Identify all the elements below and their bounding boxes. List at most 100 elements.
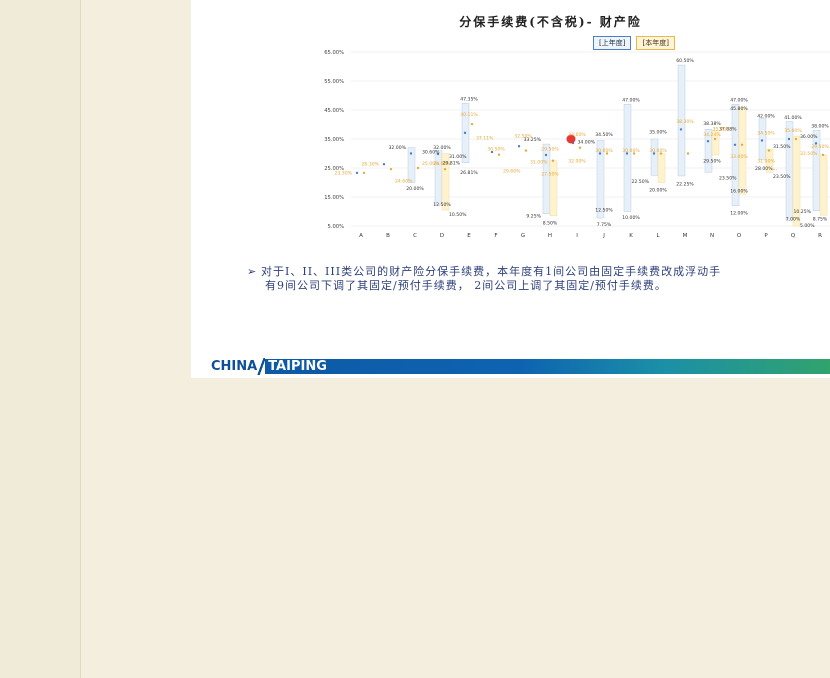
y-tick-label: 55.00% (324, 79, 344, 85)
data-label: 9.25% (526, 213, 541, 219)
data-label: 33.50% (800, 151, 818, 157)
data-label: 12.00% (730, 210, 748, 216)
current-year-point (794, 137, 798, 141)
data-label: 47.00% (730, 97, 748, 103)
data-label: 31.50% (773, 144, 791, 150)
data-label: 42.00% (757, 113, 775, 119)
data-label: 29.60% (503, 168, 521, 174)
data-label: 20.00% (406, 186, 424, 192)
current-year-range-bar (657, 153, 666, 183)
x-tick-label: O (737, 233, 742, 239)
prev-year-point (355, 171, 359, 175)
current-year-range-bar (549, 160, 558, 217)
data-label: 26.81% (460, 170, 478, 176)
current-year-range-bar (792, 135, 801, 227)
data-label: 7.75% (597, 222, 612, 228)
prev-year-point (814, 142, 818, 145)
data-label: 10.00% (622, 215, 640, 221)
y-tick-label: 35.00% (324, 137, 344, 143)
chart-legend: [上年度] [本年度] (593, 36, 675, 50)
x-tick-label: I (576, 233, 578, 239)
data-label: 35.00% (712, 126, 730, 132)
prev-year-range-bar (677, 64, 686, 177)
data-label: 29.81% (442, 160, 460, 166)
data-label: 32.00% (568, 158, 586, 164)
current-year-point (362, 171, 366, 175)
data-label: 38.30% (676, 119, 694, 125)
data-label: 47.00% (622, 97, 640, 103)
data-label: 41.00% (784, 115, 802, 121)
prev-year-point (787, 137, 791, 141)
data-label: 36.00% (800, 134, 818, 140)
prev-year-point (463, 131, 467, 135)
data-label: 16.00% (730, 189, 748, 195)
data-label: 28.00%... (755, 166, 777, 172)
data-label: 32.00% (388, 145, 406, 151)
data-label: 23.50% (719, 176, 737, 182)
prev-year-range-bar (596, 140, 605, 219)
data-label: 8.50% (543, 221, 558, 227)
x-tick-label: M (683, 233, 688, 239)
y-tick-label: 45.00% (324, 108, 344, 114)
highlight-marker (566, 134, 576, 144)
current-year-point (605, 152, 609, 155)
prev-year-point (733, 143, 737, 146)
slide: 分保手续费(不含税)- 财产险 [上年度] [本年度] 65.00% 55.00%… (191, 0, 830, 378)
data-label: 7.00% (786, 216, 801, 222)
left-panel (0, 0, 81, 678)
data-label: 34.50% (757, 131, 775, 137)
data-label: 12.50% (595, 208, 613, 214)
prev-year-point (544, 153, 548, 157)
x-tick-label: H (548, 233, 552, 239)
current-year-point (686, 152, 690, 155)
x-tick-label: N (710, 233, 714, 239)
current-year-range-bar (711, 130, 720, 156)
data-label: 24.60% (395, 179, 413, 185)
y-tick-label: 25.00% (324, 166, 344, 172)
x-tick-label: J (602, 233, 605, 239)
prev-year-range-bar (407, 147, 416, 183)
current-year-point (659, 152, 663, 155)
x-tick-label: G (521, 233, 525, 239)
x-tick-label: Q (791, 233, 796, 239)
logo-china-text: CHINA (211, 359, 258, 374)
data-label: 30.00% (595, 148, 613, 154)
current-year-range-bar (738, 107, 747, 195)
data-label: 40.11% (460, 112, 478, 118)
current-year-point (713, 137, 717, 141)
data-label: 31.00% (757, 158, 775, 164)
data-label: 33.00% (730, 154, 748, 160)
data-label: 34.00% (577, 139, 595, 145)
x-tick-label: R (818, 233, 822, 239)
note-line-1: 对于I、II、III类公司的财产险分保手续费，本年度有1间公司由固定手续费改成浮… (261, 265, 722, 278)
arrow-bullet-icon: ➢ (247, 265, 258, 278)
x-tick-label: K (629, 233, 633, 239)
current-year-point (497, 153, 501, 156)
data-label: 34.24% (703, 132, 721, 138)
prev-year-point (760, 139, 764, 142)
prev-year-range-bar (758, 118, 767, 160)
current-year-range-bar (765, 148, 774, 173)
data-label: 35.00% (649, 129, 667, 135)
x-tick-label: D (440, 233, 444, 239)
footer-gradient-bar (267, 359, 830, 374)
data-label: 29.50% (541, 147, 559, 153)
current-year-point (389, 167, 393, 171)
data-label: 8.75% (813, 216, 828, 222)
y-tick-label: 5.00% (328, 224, 345, 230)
data-label: 37.11% (476, 136, 494, 142)
current-year-point (632, 152, 636, 155)
data-label: 34.50% (595, 132, 613, 138)
data-label: 12.50% (433, 202, 451, 208)
prev-year-point (436, 152, 440, 156)
y-tick-label: 65.00% (324, 50, 344, 56)
x-tick-label: E (467, 233, 471, 239)
prev-year-point (679, 128, 683, 131)
data-label: 30.50% (487, 147, 505, 153)
data-label: 23.30% (334, 170, 352, 176)
data-label: 32.00% (433, 145, 451, 151)
prev-year-range-bar (434, 150, 443, 205)
data-label: 20.00% (649, 187, 667, 193)
data-label: 31.00% (530, 160, 548, 166)
prev-year-point (490, 150, 494, 154)
